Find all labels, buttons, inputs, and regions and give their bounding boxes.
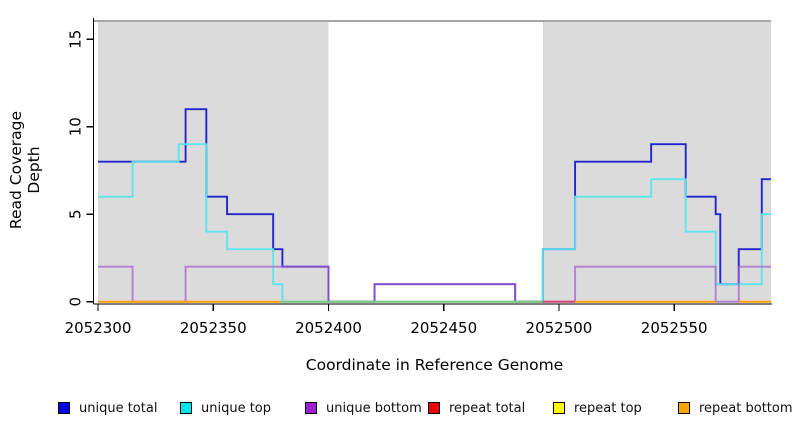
legend-item-unique-bottom: unique bottom bbox=[305, 396, 422, 420]
legend: unique total unique top unique bottom repea… bbox=[0, 396, 792, 422]
x-tick-label: 2052300 bbox=[65, 319, 132, 337]
legend-item-repeat-bottom: repeat bottom bbox=[678, 396, 792, 420]
y-tick-label: 5 bbox=[67, 209, 85, 219]
repeat-total-swatch bbox=[428, 402, 440, 414]
y-axis-title: Read Coverage Depth bbox=[7, 110, 43, 230]
legend-item-repeat-top: repeat top bbox=[553, 396, 642, 420]
y-tick-label: 0 bbox=[67, 297, 85, 307]
legend-label: unique total bbox=[79, 400, 158, 416]
unique-total-swatch bbox=[58, 402, 70, 414]
legend-item-unique-total: unique total bbox=[58, 396, 157, 420]
x-tick-label: 2052350 bbox=[180, 319, 247, 337]
legend-label: unique top bbox=[201, 400, 272, 416]
y-tick-label: 10 bbox=[67, 117, 85, 136]
x-tick-label: 2052400 bbox=[295, 319, 362, 337]
legend-label: repeat top bbox=[574, 400, 642, 416]
repeat-bottom-swatch bbox=[678, 402, 690, 414]
unique-bottom-swatch bbox=[305, 402, 317, 414]
repeat-top-swatch bbox=[553, 402, 565, 414]
x-tick-label: 2052450 bbox=[410, 319, 477, 337]
legend-label: repeat total bbox=[449, 400, 526, 416]
x-axis-title: Coordinate in Reference Genome bbox=[305, 356, 564, 374]
legend-item-unique-top: unique top bbox=[180, 396, 271, 420]
x-tick-label: 2052550 bbox=[641, 319, 708, 337]
legend-label: repeat bottom bbox=[699, 400, 792, 416]
x-tick-label: 2052500 bbox=[526, 319, 593, 337]
legend-label: unique bottom bbox=[326, 400, 422, 416]
legend-item-repeat-total: repeat total bbox=[428, 396, 525, 420]
y-tick-label: 15 bbox=[67, 30, 85, 49]
unique-top-swatch bbox=[180, 402, 192, 414]
